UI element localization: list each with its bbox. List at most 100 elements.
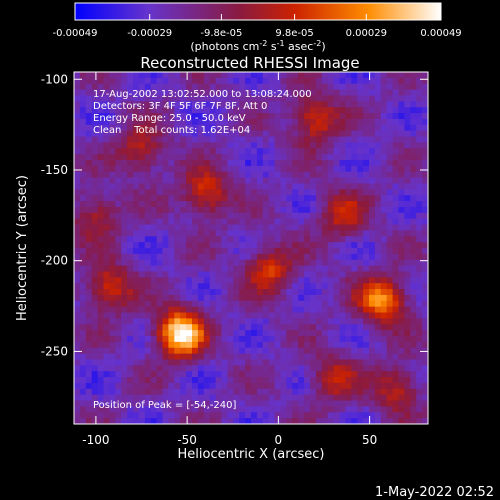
heatmap-cell	[180, 353, 187, 360]
heatmap-cell	[115, 400, 122, 407]
heatmap-cell	[280, 148, 287, 155]
heatmap-cell	[345, 177, 352, 184]
heatmap-cell	[374, 388, 382, 396]
heatmap-cell	[398, 183, 405, 190]
heatmap-cell	[227, 388, 234, 396]
heatmap-cell	[197, 253, 205, 261]
heatmap-cell	[345, 218, 352, 225]
heatmap-cell	[286, 353, 293, 360]
heatmap-cell	[292, 124, 299, 132]
heatmap-cell	[103, 253, 110, 261]
heatmap-cell	[416, 177, 423, 184]
heatmap-cell	[292, 206, 299, 214]
heatmap-cell	[221, 72, 228, 79]
heatmap-cell	[380, 224, 388, 231]
heatmap-cell	[239, 406, 246, 413]
heatmap-cell	[380, 341, 388, 349]
heatmap-cell	[274, 77, 281, 85]
heatmap-cell	[239, 230, 246, 237]
heatmap-cell	[174, 195, 181, 202]
heatmap-cell	[286, 289, 293, 296]
heatmap-cell	[79, 388, 87, 396]
heatmap-cell	[398, 382, 405, 390]
heatmap-cell	[180, 218, 187, 225]
heatmap-cell	[215, 289, 222, 296]
heatmap-cell	[286, 248, 293, 255]
heatmap-cell	[422, 230, 429, 237]
heatmap-cell	[369, 312, 376, 319]
heatmap-cell	[245, 160, 252, 167]
heatmap-cell	[197, 189, 205, 196]
heatmap-cell	[274, 412, 281, 419]
heatmap-cell	[304, 154, 311, 161]
heatmap-cell	[233, 236, 240, 243]
heatmap-cell	[97, 347, 104, 354]
heatmap-cell	[422, 289, 429, 296]
heatmap-cell	[115, 95, 122, 102]
heatmap-cell	[380, 312, 388, 319]
chart-title: Reconstructed RHESSI Image	[140, 54, 359, 72]
heatmap-cell	[292, 171, 299, 178]
heatmap-cell	[79, 394, 87, 401]
heatmap-cell	[180, 371, 187, 378]
heatmap-cell	[79, 253, 87, 261]
heatmap-cell	[150, 353, 157, 360]
heatmap-cell	[422, 89, 429, 96]
heatmap-cell	[274, 218, 281, 225]
heatmap-cell	[221, 336, 228, 343]
heatmap-cell	[138, 283, 146, 290]
heatmap-cell	[386, 377, 393, 384]
heatmap-cell	[369, 318, 376, 325]
heatmap-cell	[109, 218, 116, 225]
heatmap-cell	[239, 183, 246, 190]
heatmap-cell	[374, 371, 382, 378]
heatmap-cell	[192, 347, 199, 354]
heatmap-cell	[245, 259, 252, 266]
heatmap-cell	[333, 224, 340, 231]
heatmap-cell	[121, 154, 128, 161]
heatmap-cell	[215, 212, 222, 220]
heatmap-cell	[351, 230, 358, 237]
heatmap-cell	[91, 136, 98, 143]
heatmap-cell	[333, 72, 340, 79]
heatmap-cell	[215, 177, 222, 184]
heatmap-cell	[327, 382, 334, 390]
heatmap-cell	[310, 113, 317, 120]
heatmap-cell	[239, 418, 246, 425]
heatmap-cell	[109, 265, 116, 272]
heatmap-cell	[221, 318, 228, 325]
heatmap-cell	[91, 177, 98, 184]
heatmap-cell	[280, 300, 287, 308]
heatmap-cell	[115, 365, 122, 372]
heatmap-cell	[186, 189, 193, 196]
heatmap-cell	[392, 177, 399, 184]
heatmap-cell	[144, 265, 152, 272]
heatmap-cell	[138, 289, 146, 296]
heatmap-cell	[321, 189, 329, 196]
heatmap-cell	[280, 89, 287, 96]
heatmap-cell	[398, 330, 405, 337]
heatmap-cell	[168, 201, 175, 208]
heatmap-cell	[310, 212, 317, 220]
heatmap-cell	[292, 89, 299, 96]
heatmap-cell	[74, 318, 81, 325]
heatmap-cell	[127, 136, 134, 143]
heatmap-cell	[197, 265, 205, 272]
heatmap-cell	[97, 124, 104, 132]
heatmap-cell	[398, 118, 405, 126]
heatmap-cell	[138, 400, 146, 407]
heatmap-cell	[280, 107, 287, 114]
heatmap-cell	[262, 201, 270, 208]
heatmap-cell	[422, 359, 429, 366]
heatmap-cell	[345, 154, 352, 161]
heatmap-cell	[274, 265, 281, 272]
heatmap-cell	[91, 183, 98, 190]
heatmap-cell	[345, 359, 352, 366]
heatmap-cell	[404, 201, 411, 208]
heatmap-cell	[304, 306, 311, 313]
heatmap-cell	[156, 230, 163, 237]
heatmap-cell	[416, 195, 423, 202]
heatmap-cell	[310, 248, 317, 255]
heatmap-cell	[233, 113, 240, 120]
heatmap-cell	[74, 418, 81, 425]
